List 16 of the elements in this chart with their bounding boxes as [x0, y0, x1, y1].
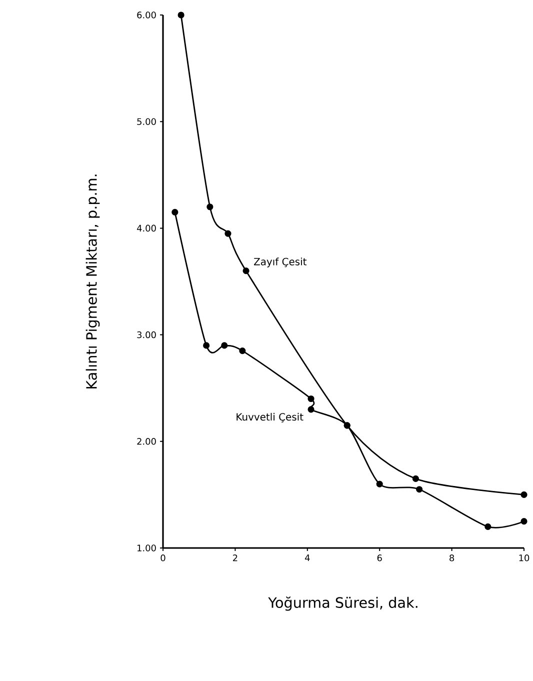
y-tick-label: 4.00 [136, 224, 156, 232]
x-tick-label: 8 [450, 554, 454, 562]
x-tick-label: 6 [377, 554, 382, 562]
x-axis-title: Yoğurma Süresi, dak. [268, 596, 418, 611]
y-tick-label: 2.00 [137, 438, 156, 445]
series-label: Zayıf Çesit [254, 258, 307, 268]
x-tick-label: 10 [519, 554, 530, 562]
x-tick-label: 4 [304, 554, 310, 562]
y-axis-title: Kalıntı Pigment Miktarı, p.p.m. [86, 174, 100, 388]
y-tick-label: 1.00 [138, 544, 156, 552]
series-label: Kuvvetli Çesit [236, 412, 304, 422]
x-tick-label: 0 [160, 554, 166, 562]
y-tick-label: 5.00 [137, 118, 156, 125]
y-tick-label: 3.00 [137, 331, 156, 338]
y-tick-label: 6.00 [137, 12, 156, 18]
x-tick-label: 2 [233, 554, 238, 562]
